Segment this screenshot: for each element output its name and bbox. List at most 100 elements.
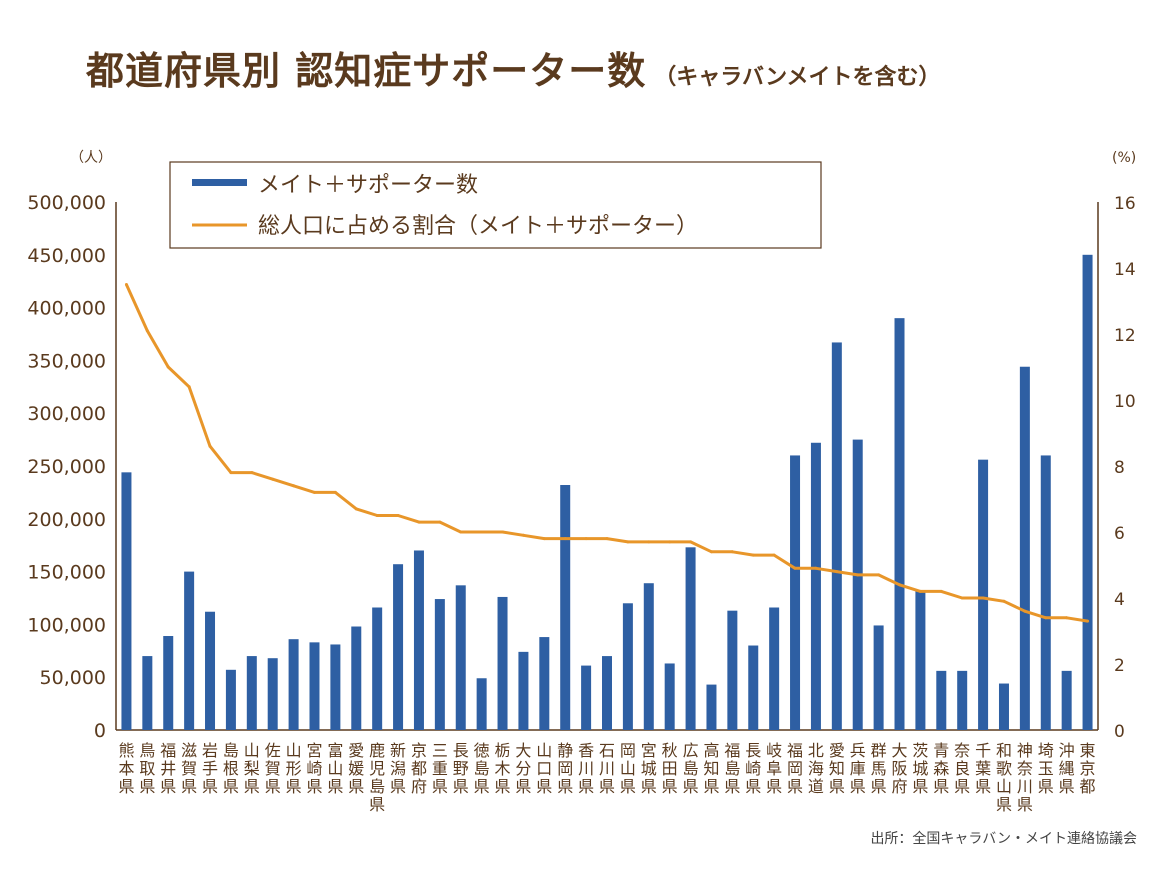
- y-tick-right: 16: [1114, 194, 1136, 214]
- x-tick-label: 愛媛県: [348, 741, 364, 796]
- x-tick-label: 福島県: [724, 741, 740, 796]
- ratio-point: [730, 550, 734, 554]
- x-tick-label: 島根県: [223, 741, 239, 796]
- legend-swatch-bar: [192, 179, 247, 186]
- y-tick-left: 250,000: [27, 456, 106, 478]
- ratio-point: [250, 471, 254, 475]
- ratio-point: [689, 540, 693, 544]
- ratio-point: [856, 573, 860, 577]
- y-tick-left: 0: [94, 720, 106, 742]
- y-tick-left: 150,000: [27, 562, 106, 584]
- ratio-point: [521, 533, 525, 537]
- y-tick-left: 50,000: [40, 667, 106, 689]
- ratio-point: [835, 570, 839, 574]
- chart-subtitle: （キャラバンメイトを含む）: [654, 65, 941, 90]
- ratio-point: [417, 520, 421, 524]
- x-tick-label: 栃木県: [495, 741, 511, 796]
- bar: [873, 625, 884, 730]
- x-tick-label: 秋田県: [662, 741, 678, 796]
- x-tick-label: 岐阜県: [766, 741, 782, 796]
- bar: [205, 611, 216, 730]
- x-tick-label: 千葉県: [975, 741, 991, 796]
- bar: [476, 678, 487, 730]
- x-tick-label: 鳥取県: [139, 741, 155, 796]
- x-tick-label: 山梨県: [244, 741, 260, 796]
- ratio-point: [480, 530, 484, 534]
- x-tick-label: 神奈川県: [1017, 741, 1033, 814]
- ratio-point: [187, 385, 191, 389]
- x-tick-label: 岡山県: [620, 741, 636, 796]
- bar: [163, 636, 174, 730]
- ratio-point: [333, 490, 337, 494]
- x-tick-label: 山口県: [536, 741, 552, 796]
- x-tick-label: 和歌山県: [996, 741, 1012, 814]
- x-tick-label: 滋賀県: [181, 741, 197, 796]
- bar: [748, 645, 759, 730]
- bar: [184, 571, 195, 730]
- ratio-point: [877, 573, 881, 577]
- ratio-point: [124, 283, 128, 286]
- x-tick-label: 長野県: [453, 741, 469, 796]
- ratio-point: [438, 520, 442, 524]
- x-tick-label: 北海道: [808, 741, 824, 796]
- bar: [518, 651, 529, 730]
- ratio-point: [793, 566, 797, 570]
- bar: [309, 642, 320, 730]
- bar: [810, 442, 821, 730]
- x-tick-label: 高知県: [703, 741, 719, 796]
- legend-label-bar: メイト＋サポーター数: [258, 173, 478, 198]
- ratio-point: [542, 537, 546, 541]
- bar: [455, 585, 466, 730]
- x-tick-label: 鹿児島県: [369, 741, 385, 814]
- bar: [372, 607, 383, 730]
- bar: [121, 472, 132, 730]
- bar: [225, 669, 236, 730]
- bar: [852, 439, 863, 730]
- ratio-point: [229, 471, 233, 475]
- bar: [539, 637, 550, 730]
- bar: [998, 683, 1009, 730]
- ratio-point: [584, 537, 588, 541]
- x-tick-label: 兵庫県: [850, 741, 866, 796]
- x-tick-label: 石川県: [599, 741, 615, 796]
- bar: [142, 656, 153, 730]
- x-tick-label: 青森県: [933, 741, 949, 796]
- ratio-point: [375, 514, 379, 517]
- ratio-point: [1065, 616, 1069, 620]
- x-tick-label: 長崎県: [745, 741, 761, 796]
- bar: [267, 658, 278, 730]
- x-tick-label: 埼玉県: [1038, 741, 1054, 796]
- x-tick-label: 京都府: [411, 741, 427, 796]
- ratio-point: [647, 540, 651, 544]
- x-tick-label: 山形県: [286, 741, 302, 796]
- bar: [685, 547, 696, 730]
- ratio-point: [981, 596, 985, 600]
- ratio-point: [1002, 599, 1006, 603]
- bar: [622, 603, 633, 730]
- ratio-point: [709, 550, 713, 554]
- y-tick-left: 350,000: [27, 350, 106, 372]
- bar: [831, 342, 842, 730]
- ratio-point: [814, 566, 818, 570]
- ratio-point: [605, 537, 609, 541]
- bar: [790, 455, 801, 730]
- bar: [936, 670, 947, 730]
- bar: [1040, 455, 1051, 730]
- y-tick-right: 6: [1114, 524, 1125, 544]
- y-tick-right: 14: [1114, 260, 1136, 280]
- y-tick-right: 10: [1114, 392, 1136, 412]
- ratio-point: [960, 596, 964, 600]
- x-tick-label: 広島県: [683, 741, 699, 796]
- bar: [978, 459, 989, 730]
- x-tick-label: 香川県: [578, 741, 594, 796]
- ratio-point: [292, 484, 296, 488]
- ratio-point: [939, 589, 943, 593]
- bar: [769, 607, 780, 730]
- x-tick-label: 茨城県: [912, 741, 928, 796]
- x-tick-label: 東京都: [1080, 741, 1096, 796]
- bar: [288, 639, 299, 730]
- y-tick-right: 12: [1114, 326, 1136, 346]
- y-tick-left: 400,000: [27, 298, 106, 320]
- x-tick-label: 佐賀県: [265, 741, 281, 796]
